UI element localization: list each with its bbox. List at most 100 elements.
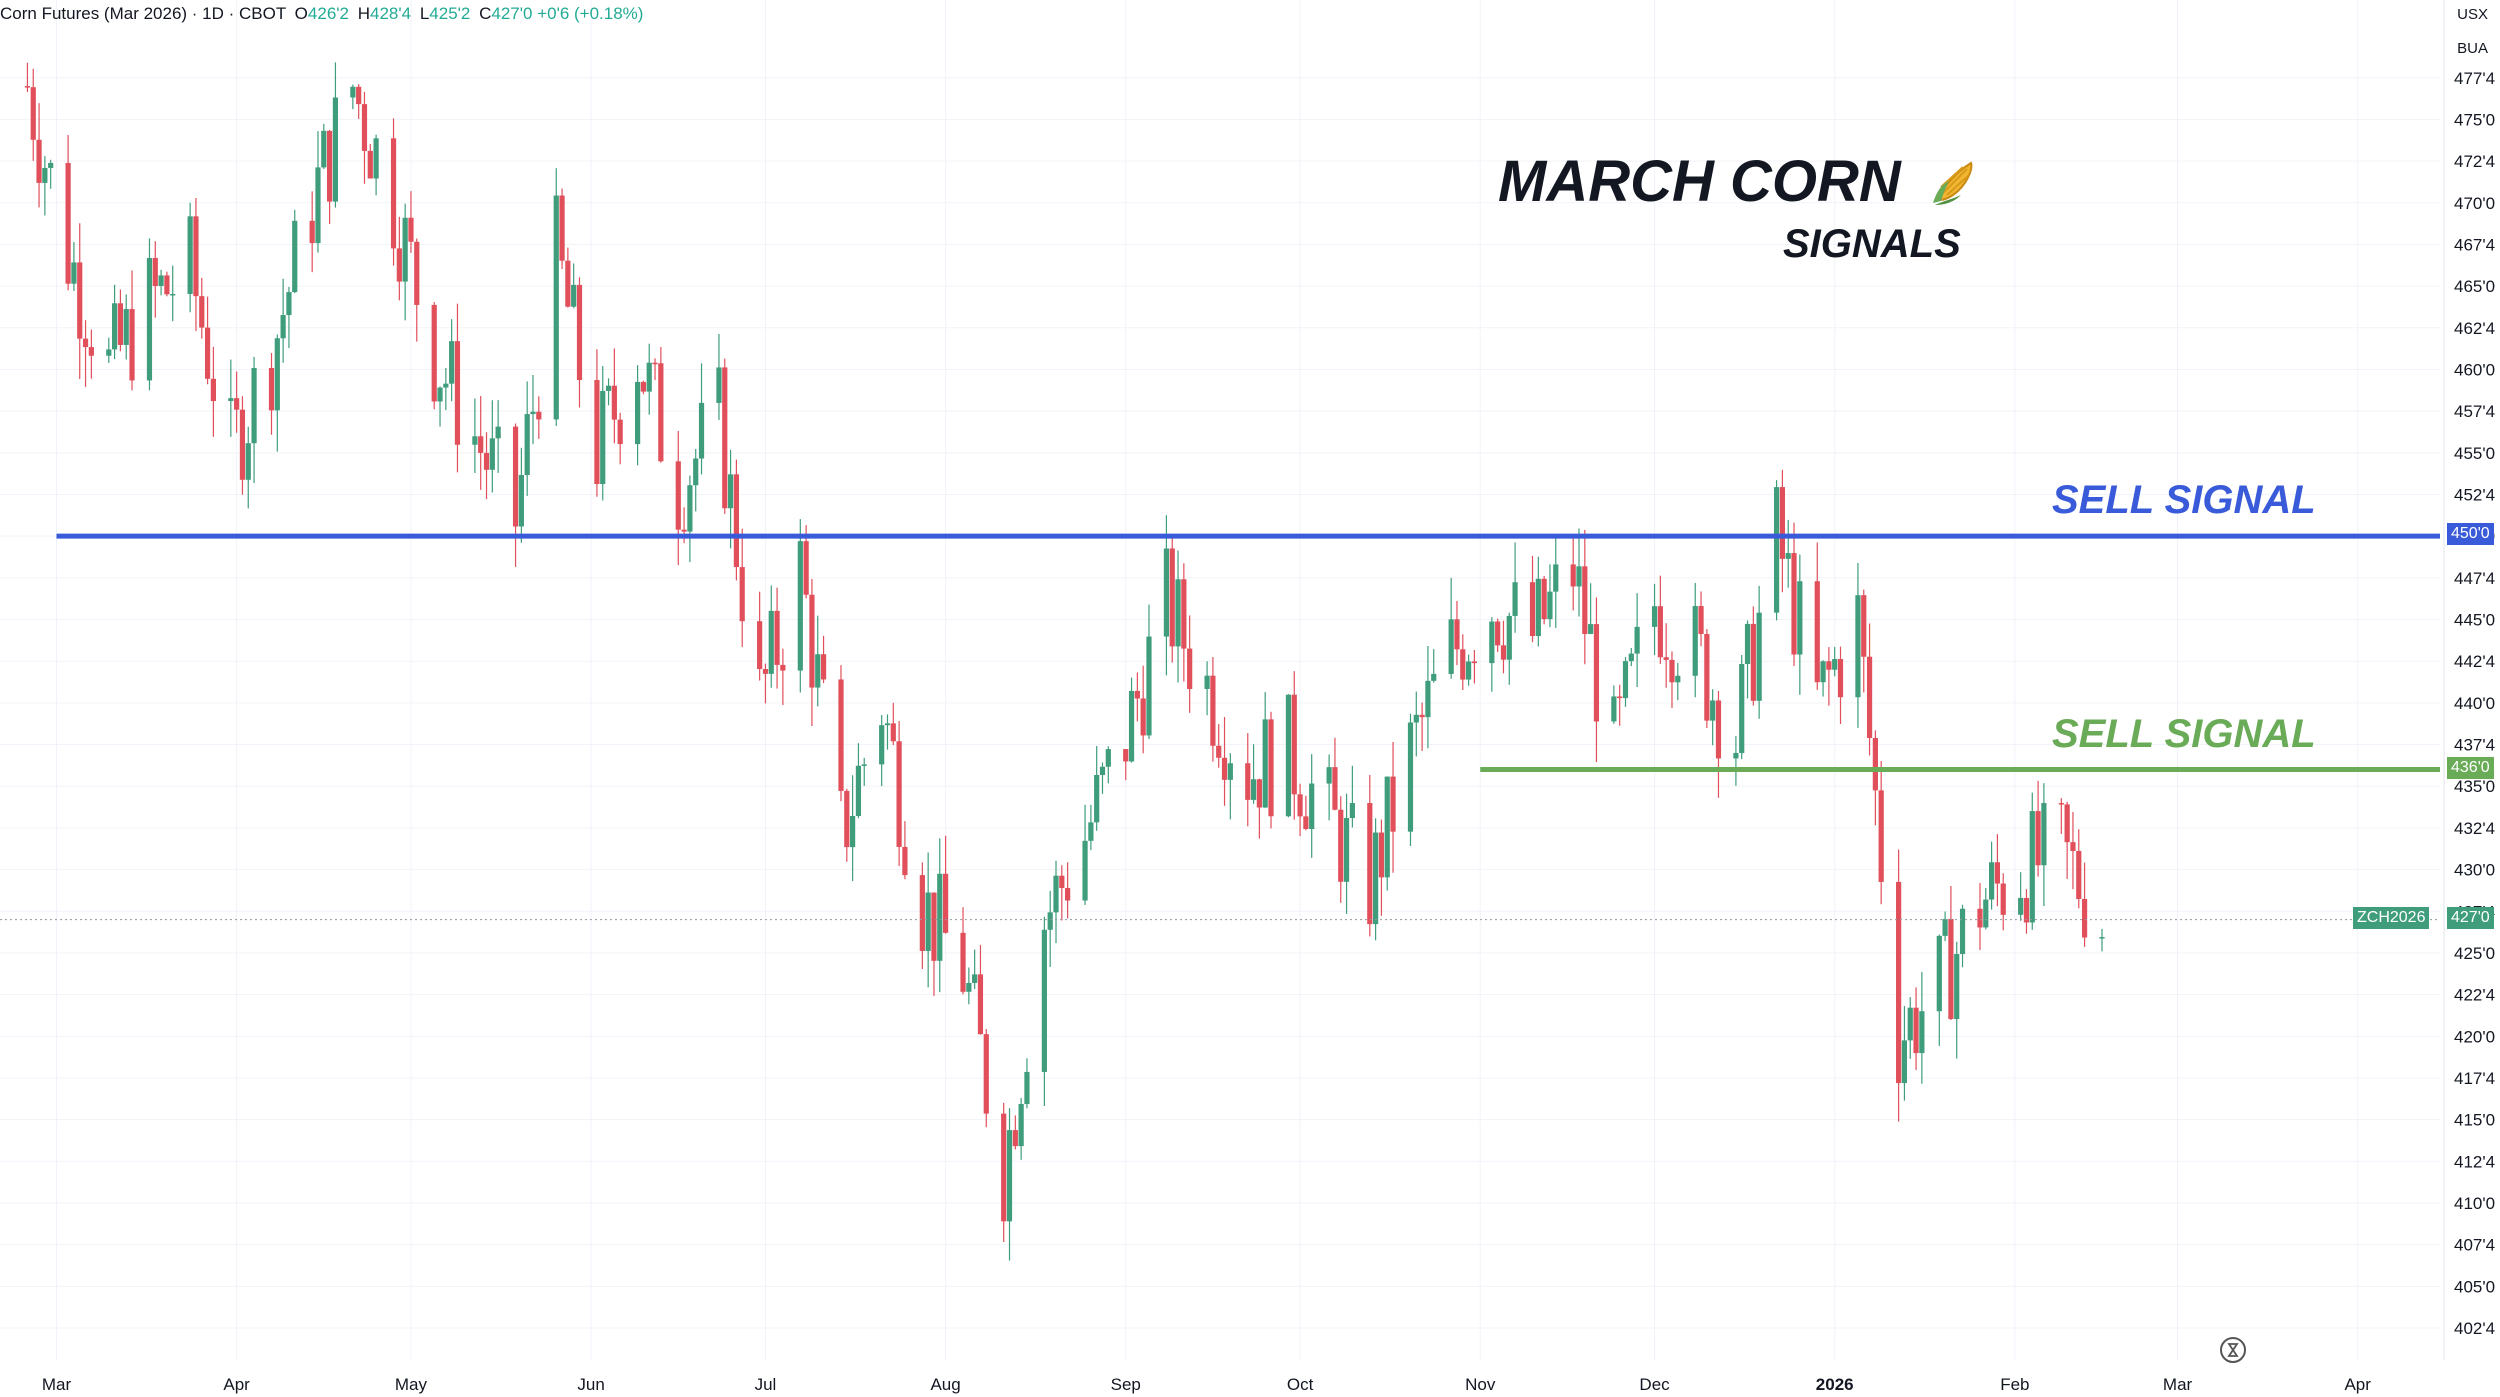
y-tick-label: 472'4: [2454, 152, 2495, 171]
candle-body: [1250, 779, 1257, 800]
candle-body: [1006, 1130, 1013, 1222]
y-tick-label: 455'0: [2454, 444, 2495, 463]
candle-body: [1872, 738, 1878, 791]
candle-body: [1919, 1011, 1925, 1054]
x-tick-label: May: [395, 1375, 428, 1394]
x-tick-label: Apr: [223, 1375, 250, 1394]
candle-body: [204, 327, 211, 379]
candle-body: [1942, 918, 1948, 936]
candle-body: [1651, 606, 1658, 627]
candle-body: [106, 349, 112, 356]
candle-body: [292, 220, 298, 293]
candle-body: [1454, 619, 1460, 650]
candle-body: [321, 130, 327, 168]
candle-body: [449, 341, 455, 384]
chart-title-text: MARCH CORN: [1498, 149, 1901, 214]
candle-body: [762, 669, 769, 674]
candle-body: [565, 260, 571, 307]
y-tick-label: 445'0: [2454, 611, 2495, 630]
candle-body: [1506, 615, 1512, 660]
x-tick-label: Apr: [2344, 1375, 2371, 1394]
candle-body: [1134, 690, 1140, 699]
candle-body: [1814, 581, 1820, 683]
candle-body: [524, 414, 530, 475]
upper-level-tag: 450'0: [2447, 523, 2494, 545]
low-label: L: [419, 4, 430, 23]
currency-unit[interactable]: USX: [2457, 6, 2488, 23]
candle-body: [1535, 578, 1541, 637]
candle-body: [675, 461, 681, 530]
candle-body: [472, 436, 478, 445]
candle-body: [1053, 875, 1059, 913]
x-tick-label: Nov: [1465, 1375, 1496, 1394]
candle-body: [1797, 581, 1803, 655]
change-value: +0'6 (+0.18%): [537, 4, 644, 23]
candle-body: [960, 932, 966, 992]
x-tick-label: Dec: [1639, 1375, 1670, 1394]
candle-body: [1018, 1104, 1024, 1147]
x-tick-label: Mar: [2163, 1375, 2193, 1394]
candle-body: [36, 139, 42, 183]
candle-body: [652, 362, 658, 365]
candle-body: [1791, 553, 1797, 655]
candle-body: [30, 87, 36, 140]
y-tick-label: 457'4: [2454, 402, 2495, 421]
quantity-unit[interactable]: BUA: [2457, 40, 2488, 57]
candle-body: [727, 474, 734, 509]
candle-body: [1332, 767, 1338, 810]
candle-body: [274, 338, 280, 411]
candle-body: [350, 86, 356, 98]
candle-body: [187, 216, 193, 294]
candle-body: [1512, 582, 1518, 616]
hourglass-icon[interactable]: [2220, 1337, 2246, 1363]
open-label: O: [294, 4, 308, 23]
candle-body: [1262, 719, 1268, 808]
y-tick-label: 425'0: [2454, 944, 2495, 963]
candle-body: [977, 974, 984, 1035]
y-tick-label: 460'0: [2454, 360, 2495, 379]
y-tick-label: 470'0: [2454, 194, 2495, 213]
candle-body: [1256, 779, 1262, 808]
candle-body: [1773, 487, 1780, 613]
y-tick-label: 420'0: [2454, 1027, 2495, 1046]
candle-body: [803, 541, 809, 595]
last-price-tag: 427'0: [2447, 907, 2494, 929]
candle-body: [1303, 816, 1309, 830]
corn-icon: [1932, 161, 1973, 205]
x-tick-label: Jun: [577, 1375, 604, 1394]
candle-body: [234, 398, 240, 410]
candle-body: [478, 436, 484, 453]
y-tick-label: 477'4: [2454, 69, 2495, 88]
candle-body: [1216, 745, 1222, 758]
candle-body: [1419, 714, 1425, 718]
lower-level-tag: 436'0: [2447, 757, 2494, 779]
candle-body: [774, 610, 780, 665]
candle-body: [1820, 661, 1826, 683]
candle-body: [286, 292, 292, 316]
candle-body: [1349, 803, 1355, 818]
candle-body: [210, 378, 216, 402]
y-tick-label: 402'4: [2454, 1319, 2495, 1338]
candle-body: [361, 104, 368, 151]
candle-body: [327, 130, 333, 202]
candle-body: [966, 982, 972, 992]
candle-body: [164, 275, 170, 295]
symbol-label: Corn Futures (Mar 2026) · 1D · CBOT: [0, 4, 286, 23]
candle-body: [245, 443, 251, 480]
candle-body: [797, 541, 803, 671]
candle-body: [1181, 579, 1187, 649]
candle-body: [1309, 783, 1315, 830]
candle-body: [1553, 564, 1559, 592]
candle-body: [1471, 661, 1478, 664]
candle-body: [1500, 645, 1507, 660]
candle-body: [1378, 832, 1385, 878]
candle-body: [65, 162, 71, 284]
candle-body: [1675, 675, 1681, 683]
candle-body: [1936, 935, 1942, 1012]
candle-body: [1146, 636, 1152, 736]
y-tick-label: 432'4: [2454, 819, 2495, 838]
candle-body: [1582, 566, 1588, 634]
candle-body: [518, 474, 524, 527]
y-tick-label: 407'4: [2454, 1236, 2495, 1255]
